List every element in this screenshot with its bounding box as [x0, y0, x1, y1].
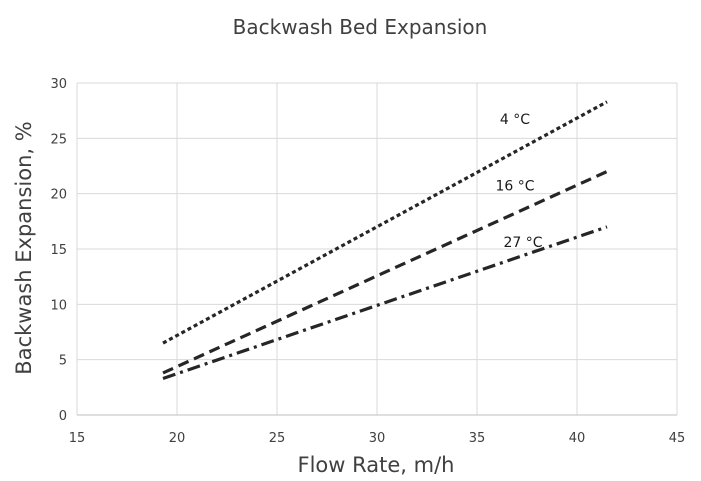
series-annotation: 16 °C: [495, 178, 534, 194]
y-tick-label: 20: [50, 188, 67, 203]
y-tick-label: 5: [59, 354, 67, 369]
series-line-2: [162, 170, 608, 375]
x-tick-label: 45: [669, 431, 686, 446]
y-tick-label: 30: [50, 77, 67, 92]
series-line-3: [162, 225, 608, 380]
series-group: [162, 100, 608, 380]
series-annotation: 27 °C: [503, 235, 542, 251]
grid: [76, 82, 678, 415]
series-line-1: [162, 100, 608, 345]
chart-title: Backwash Bed Expansion: [233, 15, 488, 39]
x-tick-label: 15: [69, 431, 86, 446]
x-tick-label: 35: [469, 431, 486, 446]
x-axis-label: Flow Rate, m/h: [298, 453, 455, 477]
axes: 0 5 10 15 20 25 30 15 20 25 30 35 40 45: [50, 77, 685, 446]
y-tick-label: 15: [50, 243, 67, 258]
series-annotation: 4 °C: [500, 112, 530, 128]
y-tick-label: 10: [50, 298, 67, 313]
x-tick-label: 25: [269, 431, 286, 446]
y-tick-label: 0: [59, 409, 67, 424]
annotations: 4 °C 16 °C 27 °C: [495, 112, 542, 251]
x-tick-label: 20: [169, 431, 186, 446]
x-tick-label: 40: [569, 431, 586, 446]
y-tick-label: 25: [50, 132, 67, 147]
y-axis-label: Backwash Expansion, %: [12, 121, 36, 374]
x-tick-label: 30: [369, 431, 386, 446]
